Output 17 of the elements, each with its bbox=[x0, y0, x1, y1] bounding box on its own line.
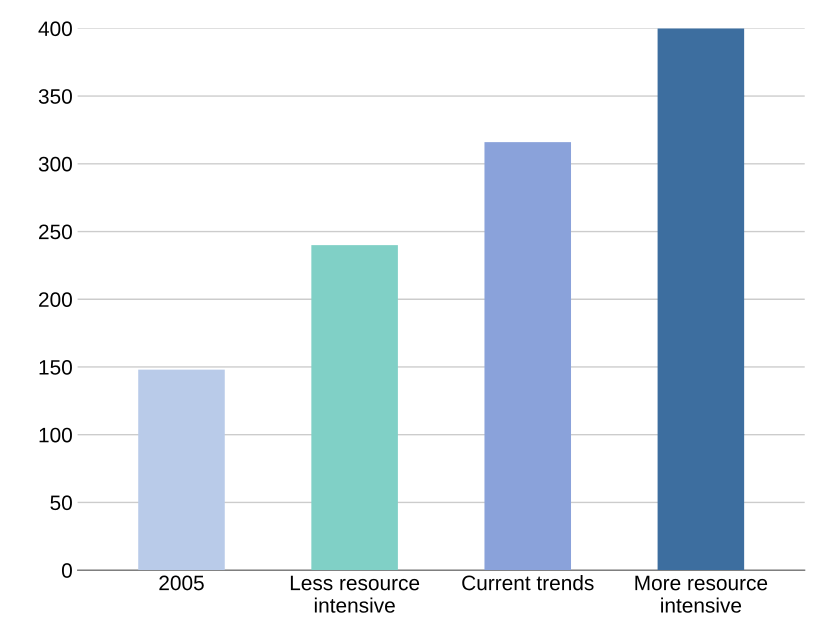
y-tick-label: 200 bbox=[39, 292, 72, 308]
y-tick-label: 0 bbox=[62, 563, 72, 578]
y-tick-label: 100 bbox=[40, 428, 72, 442]
bar bbox=[658, 28, 744, 570]
bar bbox=[311, 245, 398, 570]
y-tick-label: 350 bbox=[38, 89, 72, 104]
bar bbox=[484, 142, 572, 570]
y-tick-label: 150 bbox=[40, 360, 72, 375]
x-tick-label: Current trends bbox=[462, 575, 594, 590]
y-tick-label: 400 bbox=[38, 21, 72, 36]
x-tick-label: Less resource intensive bbox=[290, 576, 420, 613]
bar bbox=[138, 370, 225, 570]
y-tick-label: 250 bbox=[39, 224, 72, 240]
x-tick-label: More resource intensive bbox=[635, 576, 768, 613]
y-tick-label: 300 bbox=[38, 156, 72, 172]
x-tick-label: 2005 bbox=[159, 576, 204, 590]
y-tick-label: 50 bbox=[50, 495, 72, 510]
